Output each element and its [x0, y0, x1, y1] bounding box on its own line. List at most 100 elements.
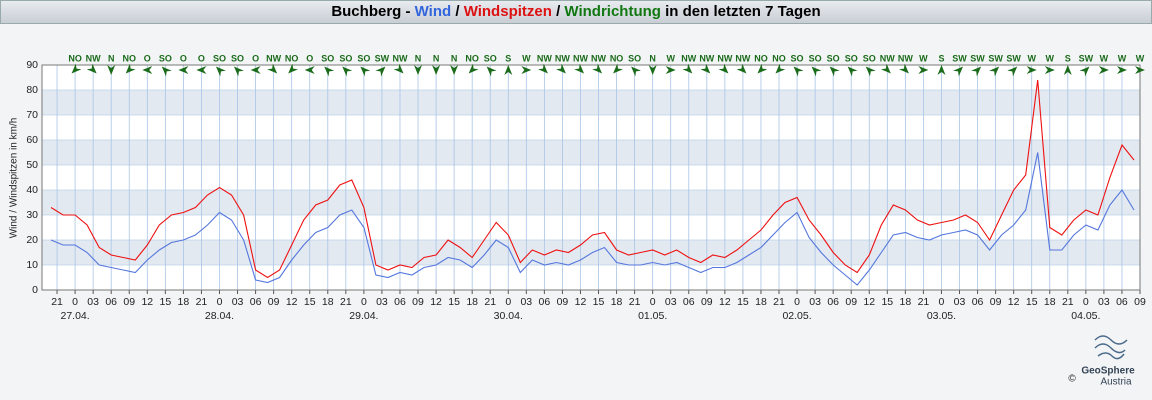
x-tick-label: 12 — [430, 296, 442, 308]
x-tick-label: 09 — [412, 296, 424, 308]
wind-direction-label: W — [522, 53, 531, 63]
x-tick-label: 0 — [650, 296, 656, 308]
x-tick-label: 0 — [217, 296, 223, 308]
wind-arrow — [665, 66, 676, 74]
wind-direction-label: NW — [573, 53, 588, 63]
y-tick-label: 70 — [26, 109, 38, 121]
x-tick-label: 18 — [466, 296, 478, 308]
date-label: 01.05. — [638, 310, 667, 322]
wind-direction-label: SW — [952, 53, 967, 63]
wind-direction-label: SO — [484, 53, 497, 63]
wind-direction-label: W — [1027, 53, 1036, 63]
x-tick-label: 09 — [845, 296, 857, 308]
wind-direction-label: SO — [339, 53, 352, 63]
wind-direction-label: NO — [465, 53, 479, 63]
date-label: 28.04. — [205, 310, 234, 322]
x-tick-label: 09 — [123, 296, 135, 308]
wind-direction-label: SO — [213, 53, 226, 63]
date-label: 03.05. — [927, 310, 956, 322]
x-tick-label: 06 — [1116, 296, 1128, 308]
wind-direction-label: O — [306, 53, 313, 63]
x-tick-label: 0 — [505, 296, 511, 308]
x-tick-label: 03 — [809, 296, 821, 308]
title-part: Buchberg - — [331, 3, 415, 20]
logo-sub: Austria — [1100, 377, 1132, 388]
x-tick-label: 06 — [827, 296, 839, 308]
wind-arrow — [613, 63, 623, 74]
wind-direction-label: O — [252, 53, 259, 63]
wind-direction-label: SO — [231, 53, 244, 63]
wind-direction-label: SO — [863, 53, 876, 63]
copyright: © — [1068, 374, 1076, 385]
wind-arrow — [196, 66, 207, 74]
wind-direction-label: N — [433, 53, 440, 63]
wind-arrow — [953, 66, 964, 77]
wind-direction-label: N — [649, 53, 656, 63]
wind-arrow — [556, 63, 566, 74]
x-tick-label: 18 — [178, 296, 190, 308]
y-axis-label: Wind / Windspitzen in km/h — [9, 118, 20, 239]
y-tick-label: 80 — [26, 84, 38, 96]
x-tick-label: 12 — [575, 296, 587, 308]
x-tick-label: 09 — [268, 296, 280, 308]
x-tick-label: 03 — [376, 296, 388, 308]
x-tick-label: 15 — [593, 296, 605, 308]
wind-arrow — [811, 66, 822, 77]
y-tick-label: 10 — [26, 259, 38, 271]
title-part: Windrichtung — [564, 3, 661, 20]
wind-direction-label: SW — [1006, 53, 1021, 63]
logo-icon — [1094, 335, 1128, 360]
title-part: Windspitzen — [463, 3, 552, 20]
wind-arrow — [1063, 65, 1072, 75]
x-tick-label: 03 — [1098, 296, 1110, 308]
wind-direction-label: SO — [628, 53, 641, 63]
wind-arrow — [1026, 66, 1037, 74]
lines — [50, 79, 1135, 286]
line-0 — [50, 79, 1135, 279]
wind-arrow — [793, 66, 804, 77]
wind-direction-label: SW — [988, 53, 1003, 63]
line-1 — [50, 152, 1135, 286]
x-tick-label: 09 — [990, 296, 1002, 308]
wind-direction-label: W — [1136, 53, 1145, 63]
wind-direction-label: N — [415, 53, 422, 63]
wind-direction-label: NW — [86, 53, 101, 63]
wind-direction-label: S — [505, 53, 511, 63]
x-tick-label: 21 — [1062, 296, 1074, 308]
wind-arrow — [250, 66, 261, 74]
wind-direction-label: NW — [555, 53, 570, 63]
x-tick-label: 09 — [701, 296, 713, 308]
wind-direction-label: SO — [827, 53, 840, 63]
wind-arrow — [1117, 66, 1127, 74]
wind-direction-label: SO — [357, 53, 370, 63]
y-tick-label: 40 — [26, 184, 38, 196]
x-tick-label: 0 — [72, 296, 78, 308]
wind-direction-label: NW — [699, 53, 714, 63]
wind-arrow — [1079, 66, 1090, 77]
x-tick-label: 21 — [51, 296, 63, 308]
wind-arrow — [414, 65, 422, 75]
wind-direction-label: SO — [791, 53, 804, 63]
x-tick-label: 15 — [1026, 296, 1038, 308]
x-tick-label: 12 — [863, 296, 875, 308]
wind-direction-label: SO — [845, 53, 858, 63]
wind-direction-label: NW — [537, 53, 552, 63]
wind-arrow — [574, 63, 585, 74]
wind-direction-label: NO — [68, 53, 82, 63]
wind-arrow — [1007, 66, 1018, 77]
wind-direction-label: W — [666, 53, 675, 63]
title: Buchberg - Wind / Windspitzen / Windrich… — [0, 0, 1152, 24]
x-tick-label: 18 — [322, 296, 334, 308]
wind-direction-label: O — [180, 53, 187, 63]
x-tick-label: 15 — [881, 296, 893, 308]
wind-direction-label: SW — [970, 53, 985, 63]
wind-arrow — [648, 65, 657, 75]
wind-direction-label: SW — [1079, 53, 1094, 63]
wind-direction-label: S — [1065, 53, 1071, 63]
grid-band — [42, 140, 1140, 165]
x-tick-label: 15 — [159, 296, 171, 308]
y-tick-label: 0 — [32, 284, 38, 296]
x-tick-label: 06 — [105, 296, 117, 308]
